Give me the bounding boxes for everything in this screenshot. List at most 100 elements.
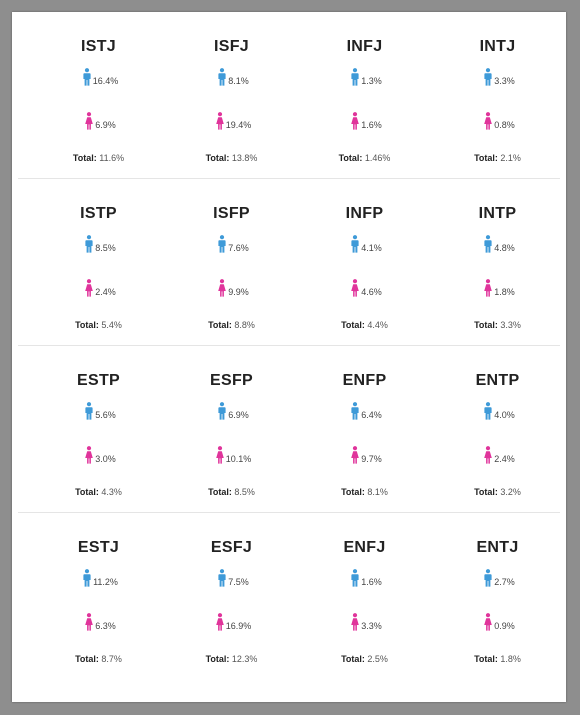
total-label: Total:: [75, 654, 99, 664]
female-icon: [85, 613, 94, 631]
total-percent: 8.5%: [234, 487, 255, 497]
total-line: Total: 13.8%: [165, 153, 298, 163]
total-percent: 8.7%: [101, 654, 122, 664]
type-name: ESFJ: [210, 539, 253, 556]
male-icon: [83, 569, 91, 587]
female-icon: [484, 613, 493, 631]
male-icon: [218, 235, 226, 253]
male-percent: 8.5%: [95, 243, 116, 253]
male-stat: 1.3%: [298, 68, 431, 86]
female-icon: [484, 279, 493, 297]
type-card: ISFJ 8.1% 19.4% Total: 13.8%: [165, 12, 298, 179]
female-percent: 3.0%: [95, 454, 116, 464]
type-card: ESTP 5.6% 3.0% Total: 4.3%: [32, 346, 165, 513]
male-icon: [484, 569, 492, 587]
total-percent: 1.8%: [500, 654, 521, 664]
row-divider: [18, 345, 560, 346]
female-percent: 10.1%: [225, 454, 252, 464]
content-frame: ISTJ 16.4% 6.9% Total: 11.6% ISFJ 8.1%: [12, 12, 566, 702]
male-icon: [85, 235, 93, 253]
female-icon: [351, 112, 360, 130]
total-label: Total:: [341, 320, 365, 330]
row-divider: [18, 512, 560, 513]
male-stat: 2.7%: [431, 569, 564, 587]
female-stat: 10.1%: [165, 446, 298, 464]
total-label: Total:: [205, 153, 230, 163]
male-icon: [218, 569, 226, 587]
total-percent: 2.5%: [367, 654, 388, 664]
male-stat: 11.2%: [32, 569, 165, 587]
female-stat: 6.3%: [32, 613, 165, 631]
type-name: ENTJ: [476, 539, 519, 556]
total-percent: 4.3%: [101, 487, 122, 497]
male-stat: 5.6%: [32, 402, 165, 420]
type-name: INTJ: [479, 38, 516, 55]
type-name: INTP: [478, 205, 517, 222]
male-stat: 8.5%: [32, 235, 165, 253]
total-label: Total:: [75, 487, 99, 497]
male-icon: [351, 402, 359, 420]
total-line: Total: 3.2%: [431, 487, 564, 497]
total-label: Total:: [474, 654, 498, 664]
type-card: INFJ 1.3% 1.6% Total: 1.46%: [298, 12, 431, 179]
total-label: Total:: [474, 320, 498, 330]
total-line: Total: 1.46%: [298, 153, 431, 163]
female-percent: 2.4%: [494, 454, 515, 464]
female-icon: [215, 112, 224, 130]
male-stat: 16.4%: [32, 68, 165, 86]
male-stat: 3.3%: [431, 68, 564, 86]
male-percent: 3.3%: [494, 76, 515, 86]
type-row: ISTP 8.5% 2.4% Total: 5.4% ISFP 7.6%: [12, 179, 566, 346]
total-line: Total: 8.1%: [298, 487, 431, 497]
female-percent: 9.7%: [361, 454, 382, 464]
male-stat: 6.4%: [298, 402, 431, 420]
male-percent: 4.8%: [494, 243, 515, 253]
female-icon: [85, 279, 94, 297]
male-percent: 7.6%: [228, 243, 249, 253]
male-icon: [351, 569, 359, 587]
total-line: Total: 11.6%: [32, 153, 165, 163]
total-percent: 8.8%: [234, 320, 255, 330]
male-icon: [484, 235, 492, 253]
total-line: Total: 8.8%: [165, 320, 298, 330]
total-label: Total:: [75, 320, 99, 330]
type-card: ENFJ 1.6% 3.3% Total: 2.5%: [298, 513, 431, 680]
female-percent: 4.6%: [361, 287, 382, 297]
type-card: ESFP 6.9% 10.1% Total: 8.5%: [165, 346, 298, 513]
female-percent: 19.4%: [225, 120, 252, 130]
type-card: ISTP 8.5% 2.4% Total: 5.4%: [32, 179, 165, 346]
female-stat: 1.8%: [431, 279, 564, 297]
type-card: ENFP 6.4% 9.7% Total: 8.1%: [298, 346, 431, 513]
female-icon: [85, 112, 94, 130]
female-percent: 16.9%: [225, 621, 252, 631]
total-line: Total: 5.4%: [32, 320, 165, 330]
total-line: Total: 4.3%: [32, 487, 165, 497]
total-percent: 8.1%: [367, 487, 388, 497]
total-percent: 5.4%: [101, 320, 122, 330]
female-icon: [215, 446, 224, 464]
female-percent: 0.9%: [494, 621, 515, 631]
male-stat: 6.9%: [165, 402, 298, 420]
total-percent: 13.8%: [231, 153, 258, 163]
type-name: ISTJ: [81, 38, 116, 55]
female-percent: 9.9%: [228, 287, 249, 297]
total-percent: 4.4%: [367, 320, 388, 330]
type-card: ISFP 7.6% 9.9% Total: 8.8%: [165, 179, 298, 346]
type-name: ISFJ: [214, 38, 249, 55]
female-icon: [484, 112, 493, 130]
female-stat: 6.9%: [32, 112, 165, 130]
type-name: ESTP: [77, 372, 120, 389]
total-label: Total:: [208, 487, 232, 497]
type-card: ESTJ 11.2% 6.3% Total: 8.7%: [32, 513, 165, 680]
type-name: INFJ: [346, 38, 383, 55]
type-card: INTP 4.8% 1.8% Total: 3.3%: [431, 179, 564, 346]
male-icon: [484, 68, 492, 86]
female-stat: 9.9%: [165, 279, 298, 297]
total-percent: 3.2%: [500, 487, 521, 497]
total-line: Total: 2.5%: [298, 654, 431, 664]
type-card: ISTJ 16.4% 6.9% Total: 11.6%: [32, 12, 165, 179]
male-percent: 16.4%: [92, 76, 119, 86]
total-label: Total:: [341, 487, 365, 497]
type-name: ENFP: [342, 372, 387, 389]
total-line: Total: 12.3%: [165, 654, 298, 664]
